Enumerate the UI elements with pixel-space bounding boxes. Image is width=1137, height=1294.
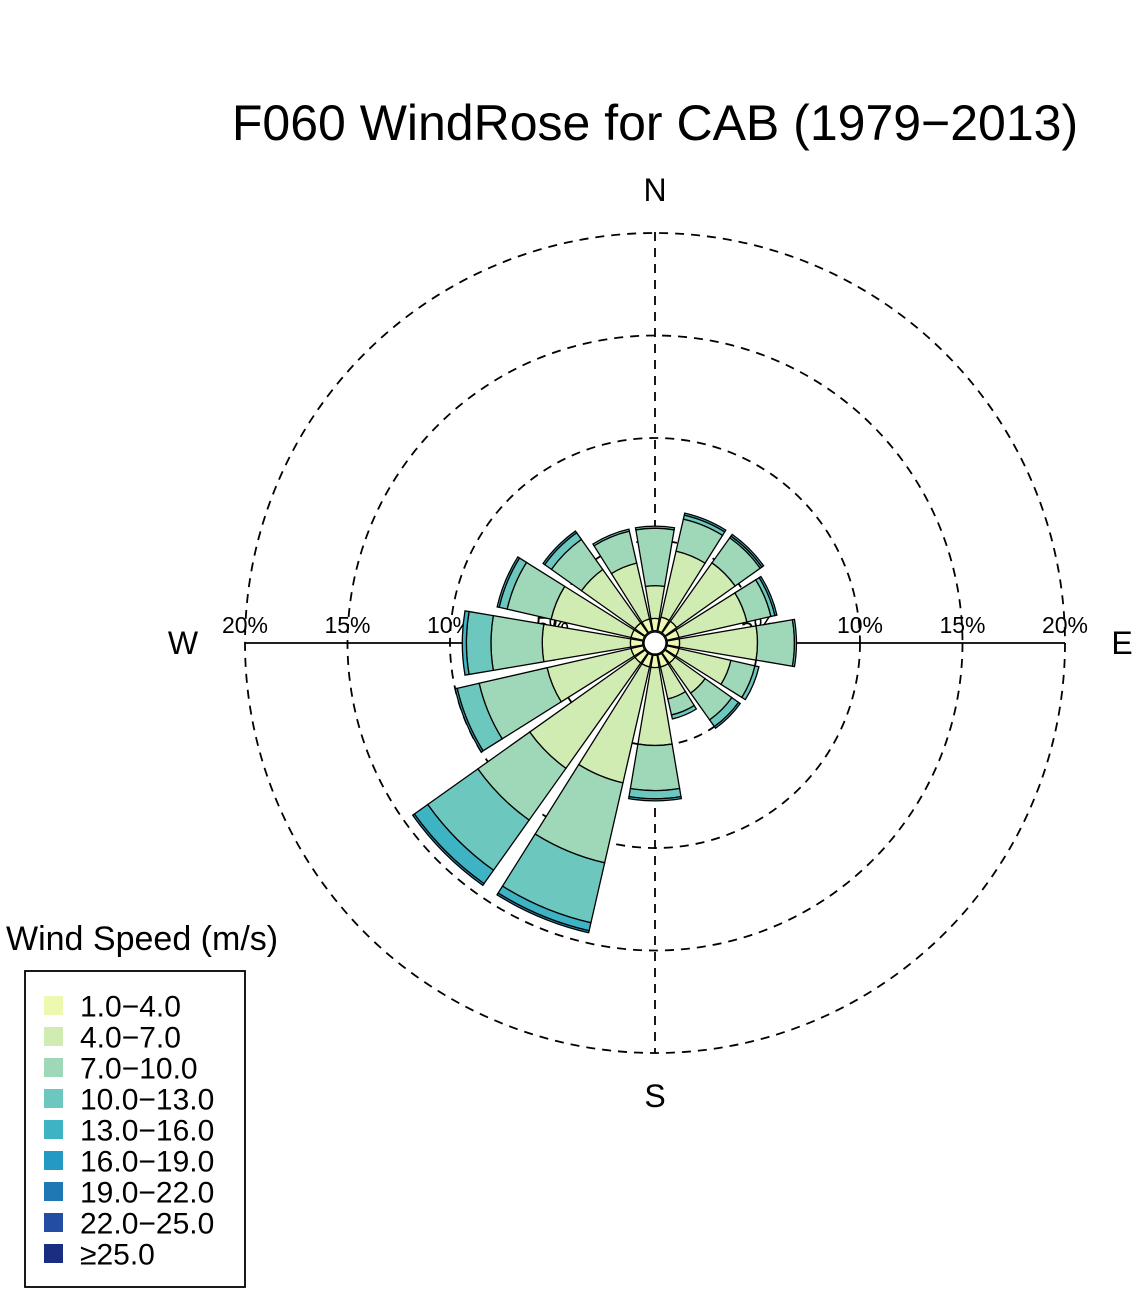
- petal-WNW: [496, 556, 646, 642]
- legend-swatch: [44, 1151, 63, 1170]
- petal-NW: [542, 530, 649, 637]
- legend-swatch: [44, 1244, 63, 1263]
- legend: Wind Speed (m/s) 1.0−4.04.0−7.07.0−10.01…: [6, 920, 278, 1288]
- petal-segment: [755, 619, 795, 667]
- ring-label-east-10: 10%: [837, 612, 883, 638]
- petal-NE: [661, 533, 765, 637]
- ring-label-west-15: 15%: [324, 612, 370, 638]
- legend-item: 4.0−7.0: [44, 1022, 181, 1055]
- petal-segment: [592, 528, 631, 547]
- petal-segment: [635, 527, 675, 588]
- calm-circle: [643, 631, 667, 655]
- petal-SSE: [656, 652, 698, 720]
- petal-segment: [634, 525, 676, 531]
- petal-NNE: [656, 512, 727, 634]
- legend-item: 16.0−19.0: [44, 1146, 214, 1179]
- legend-label: 7.0−10.0: [80, 1053, 198, 1086]
- petal-SSW: [496, 652, 654, 934]
- legend-item: 10.0−13.0: [44, 1084, 214, 1117]
- petal-segment: [461, 610, 470, 676]
- legend-swatch: [44, 1027, 63, 1046]
- legend-box: [24, 970, 246, 1288]
- legend-swatch: [44, 1213, 63, 1232]
- ring-label-east-20: 20%: [1042, 612, 1088, 638]
- petal-segment: [490, 614, 545, 672]
- legend-label: 10.0−13.0: [80, 1084, 214, 1117]
- petal-segment: [791, 618, 798, 668]
- petal-segment: [627, 795, 683, 802]
- ring-label-east-15: 15%: [939, 612, 985, 638]
- petal-segment: [713, 701, 742, 730]
- petal-N: [634, 525, 676, 632]
- petal-NNW: [592, 528, 654, 634]
- petal-segment: [629, 743, 681, 792]
- legend-label: 19.0−22.0: [80, 1177, 214, 1210]
- legend-label: 1.0−4.0: [80, 991, 181, 1024]
- petal-segment: [683, 512, 727, 533]
- petal-E: [666, 618, 798, 668]
- legend-swatch: [44, 1182, 63, 1201]
- petal-SW: [411, 649, 649, 887]
- compass-north: N: [643, 172, 666, 208]
- petal-W: [461, 610, 644, 676]
- petal-ESE: [664, 644, 760, 701]
- legend-label: 16.0−19.0: [80, 1146, 214, 1179]
- legend-swatch: [44, 1058, 63, 1077]
- legend-label: 22.0−25.0: [80, 1208, 214, 1241]
- compass-west: W: [168, 625, 199, 661]
- petal-ENE: [664, 575, 778, 642]
- legend-item: ≥25.0: [44, 1239, 155, 1272]
- petal-SE: [661, 649, 742, 730]
- petal-segment: [465, 610, 495, 676]
- petal-segment: [496, 556, 521, 609]
- legend-label: 13.0−16.0: [80, 1115, 214, 1148]
- legend-label: ≥25.0: [80, 1239, 155, 1272]
- legend-item: 13.0−16.0: [44, 1115, 214, 1148]
- legend-swatch: [44, 1120, 63, 1139]
- petal-segment: [542, 530, 578, 566]
- petal-segment: [730, 533, 765, 568]
- legend-title: Wind Speed (m/s): [6, 920, 278, 958]
- compass-south: S: [644, 1078, 665, 1114]
- petal-segment: [411, 813, 485, 887]
- compass-east: E: [1111, 625, 1132, 661]
- grid: [244, 232, 1066, 1054]
- legend-items: 1.0−4.04.0−7.07.0−10.010.0−13.013.0−16.0…: [44, 991, 214, 1272]
- legend-item: 22.0−25.0: [44, 1208, 214, 1241]
- legend-item: 7.0−10.0: [44, 1053, 198, 1086]
- petal-segment: [670, 704, 698, 720]
- legend-swatch: [44, 1089, 63, 1108]
- petals: [411, 512, 798, 934]
- petal-segment: [740, 665, 760, 701]
- petal-S: [627, 654, 683, 802]
- ring-label-west-20: 20%: [222, 612, 268, 638]
- petal-WSW: [454, 644, 646, 753]
- chart-title: F060 WindRose for CAB (1979−2013): [232, 95, 1078, 151]
- petal-segment: [758, 575, 778, 617]
- legend-swatch: [44, 996, 63, 1015]
- legend-item: 19.0−22.0: [44, 1177, 214, 1210]
- legend-label: 4.0−7.0: [80, 1022, 181, 1055]
- legend-item: 1.0−4.0: [44, 991, 181, 1024]
- petal-segment: [496, 892, 590, 934]
- petal-segment: [454, 687, 484, 753]
